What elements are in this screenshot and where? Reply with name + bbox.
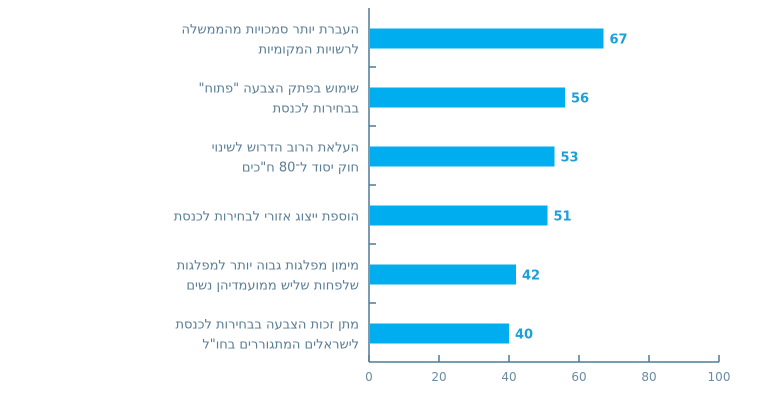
bar-value-label: 51 [554,210,572,225]
bar-value-label: 40 [515,328,533,343]
bar-value-label: 53 [561,151,579,166]
x-tick-label: 40 [501,370,516,384]
category-label: הוספת ייצוג אזורי לבחירות לכנסת [174,210,359,225]
bar [370,87,565,108]
x-tick-label: 0 [365,370,373,384]
category-label: מימון מפלגות גבוה יותר למפלגות [177,259,359,274]
bar-value-label: 56 [571,92,589,107]
category-label: שימוש בפתק הצבעה "פתוח" [198,82,359,97]
bar-value-label: 67 [610,33,628,48]
category-label: שלפחות שליש ממועמדיהן נשים [186,279,359,294]
x-tick-label: 80 [641,370,656,384]
category-label: לרשויות המקומיות [258,43,359,58]
bar [370,264,516,285]
category-label: חוק יסוד ל־80 ח"כים [242,161,359,176]
category-label: לישראלים המתגוררים בחו"ל [202,338,359,353]
category-label: מתן זכות הצבעה בבחירות לכנסת [175,318,359,333]
bar [370,205,548,226]
bar [370,323,509,344]
category-label: בבחירות לכנסת [273,102,359,117]
bar [370,146,555,167]
x-tick-label: 20 [431,370,446,384]
category-label: העברת יותר סמכויות מהממשלה [181,23,359,38]
x-tick-label: 100 [708,370,731,384]
x-tick-label: 60 [571,370,586,384]
category-label: העלאת הרוב הדרוש לשינוי [212,141,359,156]
bar-value-label: 42 [522,269,540,284]
bar [370,28,604,49]
